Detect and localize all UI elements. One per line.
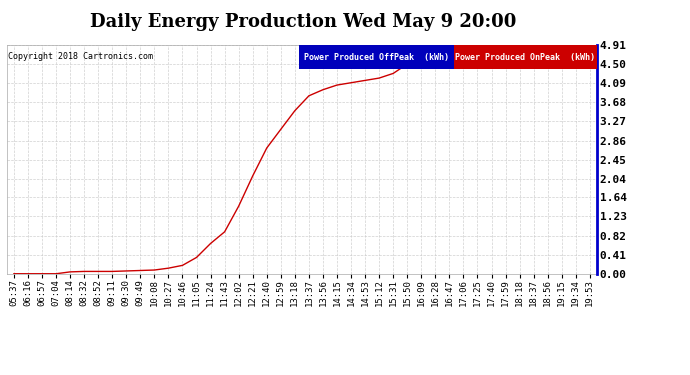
Text: Power Produced OffPeak  (kWh): Power Produced OffPeak (kWh): [304, 53, 449, 62]
Text: Power Produced OnPeak  (kWh): Power Produced OnPeak (kWh): [455, 53, 595, 62]
Text: Copyright 2018 Cartronics.com: Copyright 2018 Cartronics.com: [8, 52, 153, 61]
Text: Daily Energy Production Wed May 9 20:00: Daily Energy Production Wed May 9 20:00: [90, 13, 517, 31]
